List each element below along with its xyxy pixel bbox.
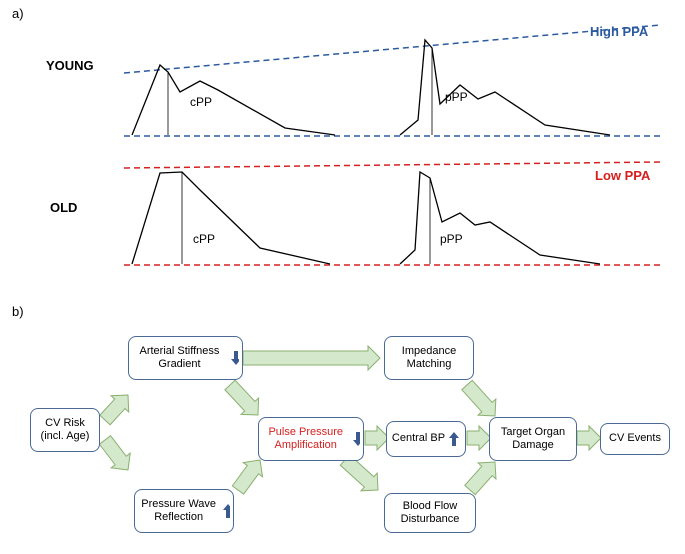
diagram-canvas bbox=[0, 0, 685, 554]
indicator-down-icon bbox=[230, 349, 239, 367]
old-topline bbox=[124, 162, 660, 168]
node-targetorgan-label: Target Organ Damage bbox=[493, 426, 573, 452]
node-impedance-label: Impedance Matching bbox=[388, 345, 470, 371]
flow-arrow-1 bbox=[95, 433, 137, 478]
indicator-up-icon bbox=[222, 502, 230, 520]
node-centralbp: Central BP bbox=[386, 421, 466, 457]
node-ppa-label: Pulse Pressure Amplification bbox=[262, 426, 349, 452]
flow-arrow-10 bbox=[577, 426, 601, 450]
node-pressurewave-label: Pressure Wave Reflection bbox=[138, 498, 219, 524]
old-label: OLD bbox=[50, 200, 77, 215]
young-wave-label-0: cPP bbox=[190, 95, 212, 109]
node-targetorgan: Target Organ Damage bbox=[489, 417, 577, 461]
young-wave-label-1: pPP bbox=[445, 90, 468, 104]
panel-b-label: b) bbox=[12, 304, 24, 319]
flow-arrow-7 bbox=[467, 426, 491, 450]
old-wave-0 bbox=[132, 172, 330, 264]
node-arterialstiff: Arterial Stiffness Gradient bbox=[128, 336, 243, 380]
panel-a-label: a) bbox=[12, 6, 24, 21]
node-centralbp-label: Central BP bbox=[392, 432, 445, 445]
flow-arrow-0 bbox=[96, 387, 137, 428]
node-cvrisksource-label: CV Risk (incl. Age) bbox=[34, 417, 96, 443]
node-cvevents: CV Events bbox=[600, 423, 670, 455]
node-arterialstiff-label: Arterial Stiffness Gradient bbox=[132, 345, 227, 371]
node-pressurewave: Pressure Wave Reflection bbox=[134, 489, 234, 533]
young-wave-0 bbox=[132, 65, 335, 135]
flow-arrow-2 bbox=[243, 346, 380, 370]
young-label: YOUNG bbox=[46, 58, 94, 73]
node-bloodflow: Blood Flow Disturbance bbox=[384, 493, 476, 533]
young-wave-1 bbox=[400, 40, 610, 135]
node-bloodflow-label: Blood Flow Disturbance bbox=[388, 500, 472, 526]
node-cvevents-label: CV Events bbox=[609, 432, 661, 445]
indicator-up-icon bbox=[448, 430, 460, 448]
old-wave-label-1: pPP bbox=[440, 232, 463, 246]
old-ppa-label: Low PPA bbox=[595, 168, 650, 183]
young-topline bbox=[124, 25, 660, 73]
node-cvrisksource: CV Risk (incl. Age) bbox=[30, 408, 100, 452]
flow-arrow-3 bbox=[221, 377, 267, 423]
node-ppa: Pulse Pressure Amplification bbox=[258, 417, 364, 461]
old-wave-label-0: cPP bbox=[193, 232, 215, 246]
young-ppa-label: High PPA bbox=[590, 24, 648, 39]
node-impedance: Impedance Matching bbox=[384, 336, 474, 380]
indicator-down-icon bbox=[352, 430, 360, 448]
